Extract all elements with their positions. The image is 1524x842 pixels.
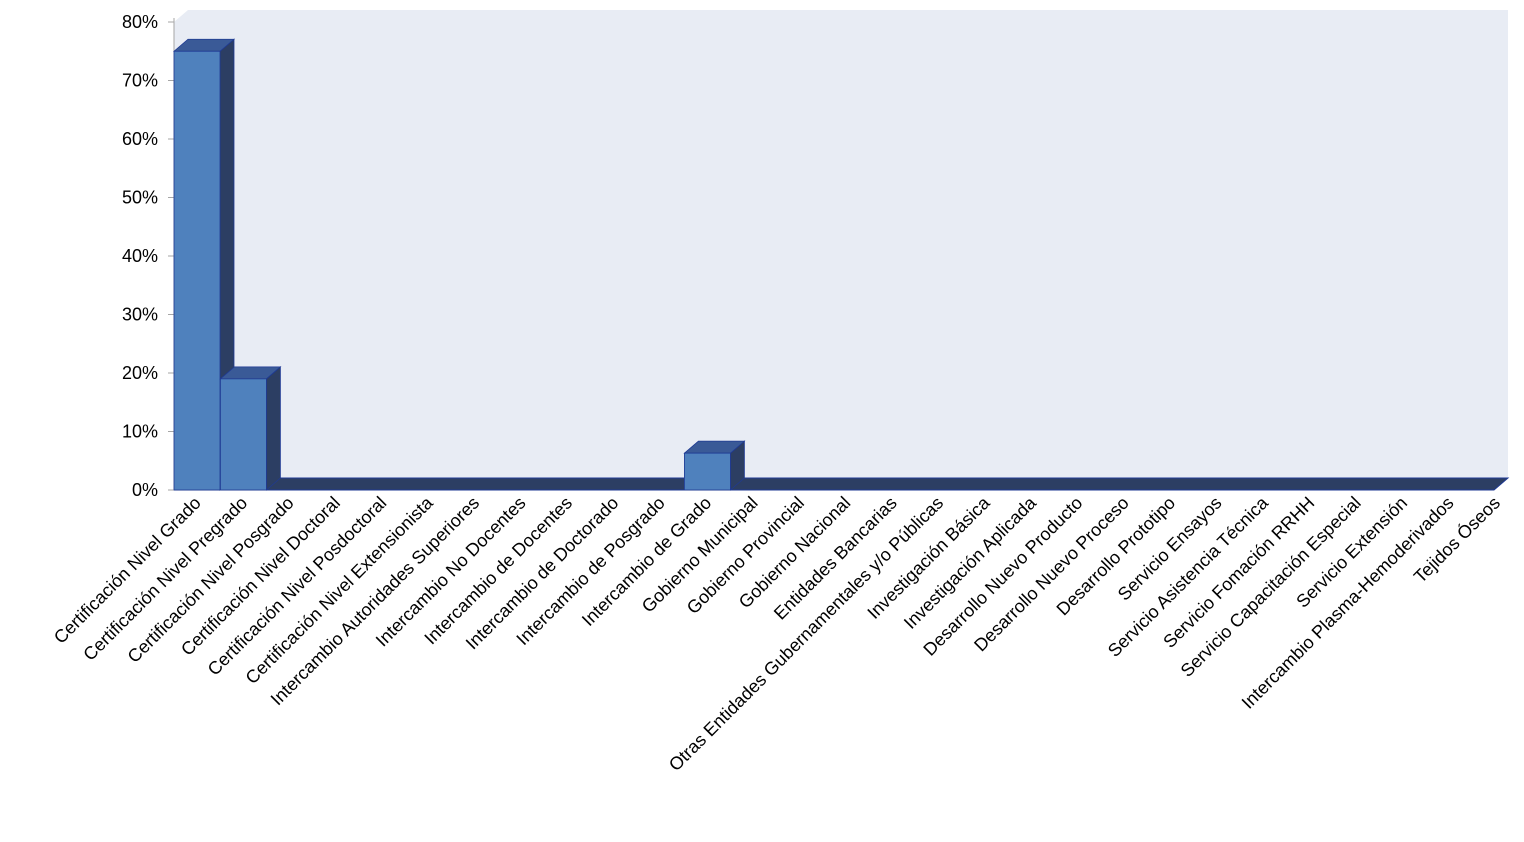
bar-front — [684, 452, 731, 491]
y-tick-label: 70% — [122, 71, 158, 91]
bar-front — [173, 50, 221, 491]
y-tick-label: 0% — [132, 480, 158, 500]
back-wall — [174, 10, 1508, 490]
bar-12 — [683, 440, 746, 491]
bar-2 — [219, 365, 282, 491]
bar-side — [265, 365, 281, 491]
y-tick-label: 50% — [122, 188, 158, 208]
bar-front — [219, 378, 267, 491]
y-axis: 0% 10% 20% 30% 40% 50% 60% 70% 80% — [122, 12, 175, 500]
y-tick-label: 60% — [122, 129, 158, 149]
y-tick-label: 20% — [122, 363, 158, 383]
y-tick-label: 30% — [122, 305, 158, 325]
y-tick-label: 10% — [122, 422, 158, 442]
bars — [172, 38, 746, 491]
y-tick-label: 40% — [122, 246, 158, 266]
chart-floor — [172, 477, 1510, 491]
chart-back-wall — [172, 10, 1510, 491]
y-tick-label: 80% — [122, 12, 158, 32]
